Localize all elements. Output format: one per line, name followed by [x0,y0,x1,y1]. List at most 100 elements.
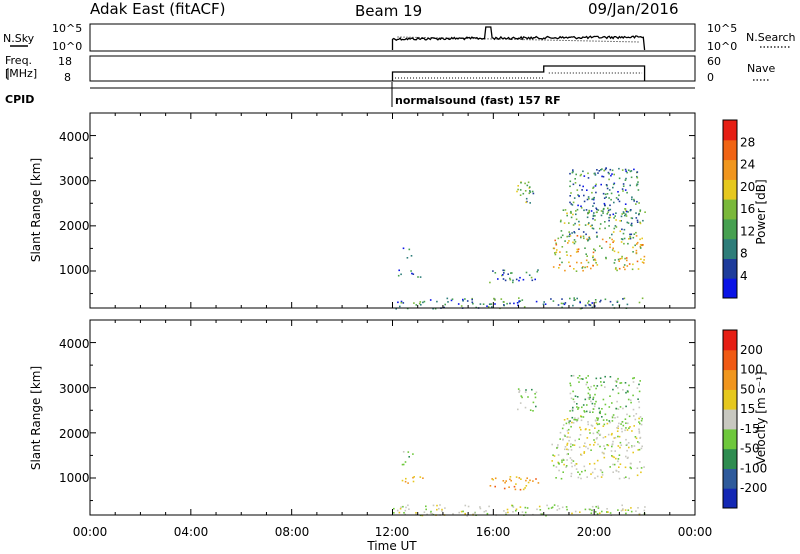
range-cell [556,249,558,251]
range-cell [415,512,417,514]
range-cell [563,419,566,421]
range-cell [592,398,594,401]
range-cell [550,507,553,509]
range-cell [576,406,578,408]
range-cell [518,391,520,393]
range-cell [546,504,548,507]
range-cell [597,507,600,509]
range-cell [568,240,570,242]
range-cell [591,402,594,405]
range-cell [605,256,607,259]
range-cell [559,438,561,440]
range-cell [599,445,601,448]
range-cell [399,305,401,308]
nsky-label: N.Sky [3,32,35,45]
range-cell [608,178,610,181]
range-cell [599,245,601,247]
range-cell [578,228,580,230]
range-cell [571,512,573,515]
range-cell [617,251,620,254]
range-cell [626,413,628,416]
range-cell [629,466,632,469]
range-cell [397,274,400,277]
range-cell [621,188,624,190]
range-cell [594,219,596,221]
colorbar-segment [723,139,737,161]
range-cell [588,303,590,306]
xtick-2: 08:00 [275,525,310,539]
range-cell [596,417,598,419]
colorbar-tick: 50 [740,382,755,396]
range-cell [565,465,568,467]
range-cell [640,471,642,474]
range-cell [638,448,641,451]
range-cell [576,248,579,251]
range-cell [583,200,586,203]
range-cell [625,405,627,408]
range-cell [592,215,595,217]
range-cell [594,305,596,308]
range-cell [610,174,612,177]
range-cell [506,508,509,511]
range-cell [570,216,573,219]
range-cell [616,300,619,303]
range-cell [641,445,643,448]
range-cell [596,236,598,238]
range-cell [512,281,514,284]
range-cell [567,242,569,244]
range-cell [594,419,597,422]
range-cell [613,182,616,185]
range-cell [571,421,573,424]
range-cell [562,471,564,473]
range-cell [613,240,615,242]
range-cell [410,255,413,257]
range-cell [570,397,573,400]
range-cell [608,172,610,175]
range-cell [488,303,491,305]
range-cell [569,384,572,387]
range-cell [569,172,571,175]
range-cell [620,423,622,425]
range-cell [608,219,610,222]
noise-sky-trace [391,26,646,51]
range-cell [393,507,395,510]
range-cell [587,423,589,426]
range-cell [611,304,614,306]
cpid-label: CPID [5,93,34,106]
vel-ytick-2000: 2000 [59,427,90,441]
range-cell [589,432,591,434]
range-cell [597,443,599,446]
range-cell [512,506,515,508]
range-cell [515,509,517,512]
range-cell [419,301,422,303]
range-cell [539,513,542,515]
range-cell [618,177,621,180]
xlabel: Time UT [366,539,417,553]
range-cell [607,444,610,447]
range-cell [624,268,626,271]
range-cell [408,248,411,251]
range-cell [571,408,574,411]
colorbar-tick: -100 [740,461,767,475]
range-cell [525,201,527,204]
colorbar-tick: 4 [740,269,748,283]
range-cell [624,429,626,432]
range-cell [615,381,618,383]
range-cell [518,300,521,302]
range-cell [636,387,639,389]
range-cell [588,300,590,302]
range-cell [630,510,633,513]
range-cell [404,480,407,483]
range-cell [525,197,528,200]
range-cell [472,302,474,305]
range-cell [569,211,572,214]
range-cell [576,420,578,423]
range-cell [597,432,600,435]
range-cell [575,463,578,465]
range-cell [415,304,418,306]
range-cell [537,269,539,271]
range-cell [565,466,567,468]
range-cell [609,208,612,211]
range-cell [543,301,545,303]
range-cell [566,214,568,217]
